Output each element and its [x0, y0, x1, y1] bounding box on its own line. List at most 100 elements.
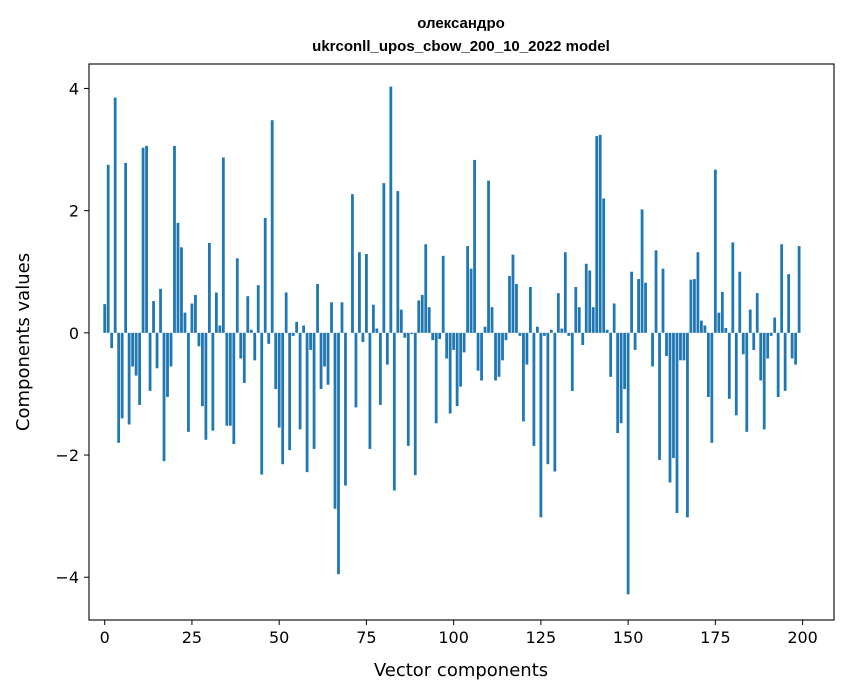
bar — [354, 332, 358, 408]
bar — [399, 309, 403, 333]
bar — [340, 302, 344, 333]
bar — [494, 332, 497, 381]
bar — [797, 246, 801, 333]
bar — [417, 300, 421, 333]
bar — [480, 332, 483, 381]
bar — [693, 279, 696, 333]
bar — [214, 292, 218, 333]
bar — [207, 243, 211, 333]
bar — [406, 332, 410, 446]
bar — [776, 332, 780, 397]
x-axis: 0 25 50 75 100 125 150 175 200 — [100, 620, 818, 647]
bar — [630, 271, 634, 333]
y-tick-label: −4 — [55, 568, 79, 587]
bar — [403, 332, 407, 338]
bar — [497, 332, 501, 377]
bar — [225, 332, 229, 426]
bar — [452, 332, 456, 350]
bar — [455, 332, 459, 407]
bar — [487, 180, 490, 333]
bar — [706, 332, 710, 397]
bar — [365, 254, 368, 333]
x-tick-label: 200 — [787, 628, 818, 647]
bar — [686, 332, 689, 518]
bar — [591, 307, 595, 333]
bar — [734, 332, 738, 416]
x-tick-label: 150 — [613, 628, 644, 647]
bar — [169, 332, 173, 367]
bar — [619, 332, 623, 424]
bar — [162, 332, 166, 462]
bar — [277, 332, 281, 428]
bar — [560, 328, 564, 333]
bar — [546, 332, 550, 465]
bar — [288, 332, 292, 451]
bar — [424, 244, 428, 333]
bar — [549, 329, 553, 333]
bar — [239, 332, 243, 359]
bar — [741, 332, 745, 355]
bar — [113, 97, 117, 333]
bar — [106, 164, 110, 333]
bar — [312, 332, 316, 449]
bar — [769, 332, 773, 336]
x-tick-label: 25 — [182, 628, 202, 647]
bar — [717, 312, 721, 333]
bar — [588, 270, 592, 333]
bar — [595, 136, 599, 333]
bar — [249, 329, 253, 333]
bar — [574, 287, 578, 333]
bar — [291, 332, 295, 336]
bar — [783, 332, 787, 391]
bar — [787, 274, 791, 333]
bar — [762, 332, 766, 430]
bar — [522, 332, 525, 422]
y-tick-label: 0 — [69, 324, 79, 343]
bar — [228, 332, 232, 426]
y-tick-label: −2 — [55, 446, 79, 465]
bar — [211, 332, 215, 431]
bar — [651, 332, 654, 367]
bar — [556, 293, 560, 333]
bar — [427, 307, 431, 333]
bar — [752, 332, 756, 350]
bar — [298, 332, 302, 430]
bar — [438, 332, 442, 339]
bar — [672, 332, 675, 459]
bar — [731, 242, 735, 333]
x-axis-label: Vector components — [374, 660, 548, 681]
bar — [780, 244, 784, 333]
bar — [124, 162, 128, 333]
bar — [759, 332, 763, 381]
bar — [176, 222, 180, 333]
bar — [117, 332, 121, 443]
bar — [138, 332, 141, 405]
bar — [727, 332, 731, 399]
bar — [246, 296, 250, 333]
bar — [120, 332, 124, 419]
bar — [155, 332, 159, 369]
bar — [368, 332, 372, 449]
bar — [553, 332, 557, 472]
bar — [738, 271, 742, 333]
bar — [358, 252, 361, 333]
bar — [644, 282, 647, 333]
bar — [661, 268, 665, 333]
bar — [773, 317, 777, 333]
bar — [232, 332, 236, 445]
x-tick-label: 125 — [526, 628, 557, 647]
bar — [623, 332, 627, 390]
bar — [103, 304, 107, 333]
bar — [542, 332, 546, 336]
bar — [459, 332, 463, 387]
bar — [581, 332, 585, 346]
bar — [263, 217, 267, 333]
bar — [490, 307, 494, 333]
bar — [204, 332, 208, 440]
bar — [201, 332, 204, 407]
chart-title: олександро — [417, 15, 505, 32]
bar — [532, 332, 536, 446]
bar — [256, 285, 260, 333]
bar — [483, 326, 487, 333]
